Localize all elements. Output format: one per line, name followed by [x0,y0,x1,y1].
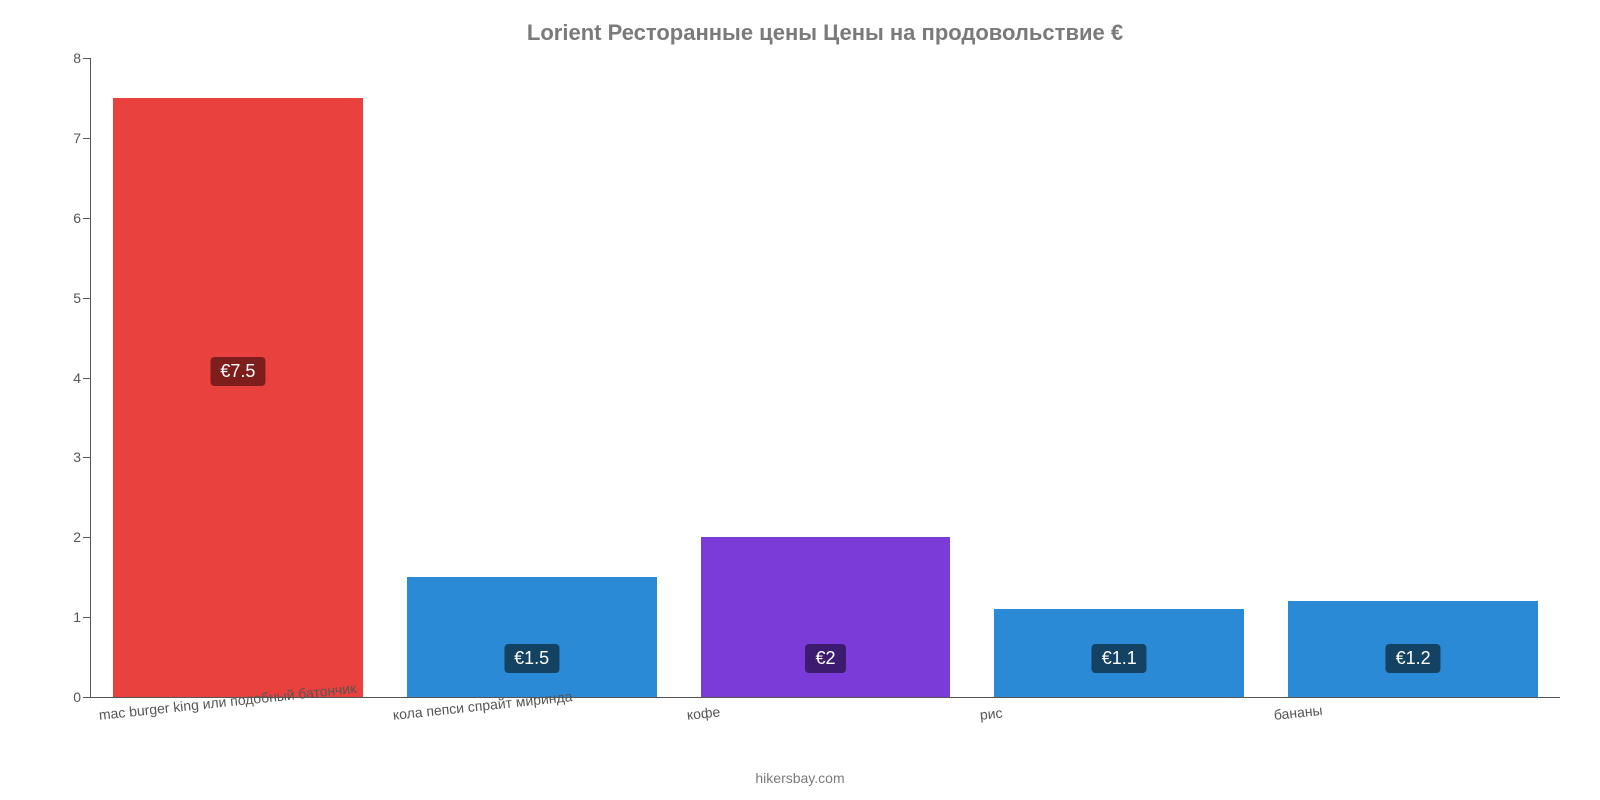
bar-value-badge: €1.1 [1092,644,1147,673]
y-axis-label: 6 [51,210,81,226]
y-axis-label: 8 [51,50,81,66]
y-tick [83,298,91,299]
bar-value-badge: €1.5 [504,644,559,673]
bar: €1.5 [407,577,657,697]
y-tick [83,457,91,458]
x-axis-label: рис [979,705,1003,723]
y-tick [83,537,91,538]
bar-value-badge: €2 [805,644,845,673]
y-axis-label: 0 [51,689,81,705]
bar: €1.2 [1288,601,1538,697]
bar: €2 [701,537,951,697]
x-axis-label: бананы [1273,702,1323,723]
bar: €7.5 [113,98,363,697]
chart-title: Lorient Ресторанные цены Цены на продово… [90,20,1560,46]
x-axis-label: кофе [686,703,721,722]
y-tick [83,617,91,618]
y-axis-label: 7 [51,130,81,146]
y-tick [83,697,91,698]
y-tick [83,58,91,59]
y-axis-label: 4 [51,370,81,386]
y-tick [83,378,91,379]
plot-area: 012345678€7.5mac burger king или подобны… [90,58,1560,698]
bar-value-badge: €1.2 [1386,644,1441,673]
bar-value-badge: €7.5 [210,357,265,386]
bar: €1.1 [994,609,1244,697]
y-axis-label: 3 [51,449,81,465]
y-axis-label: 5 [51,290,81,306]
attribution-text: hikersbay.com [0,770,1600,786]
y-axis-label: 2 [51,529,81,545]
price-chart: Lorient Ресторанные цены Цены на продово… [0,0,1600,800]
y-tick [83,218,91,219]
y-tick [83,138,91,139]
y-axis-label: 1 [51,609,81,625]
